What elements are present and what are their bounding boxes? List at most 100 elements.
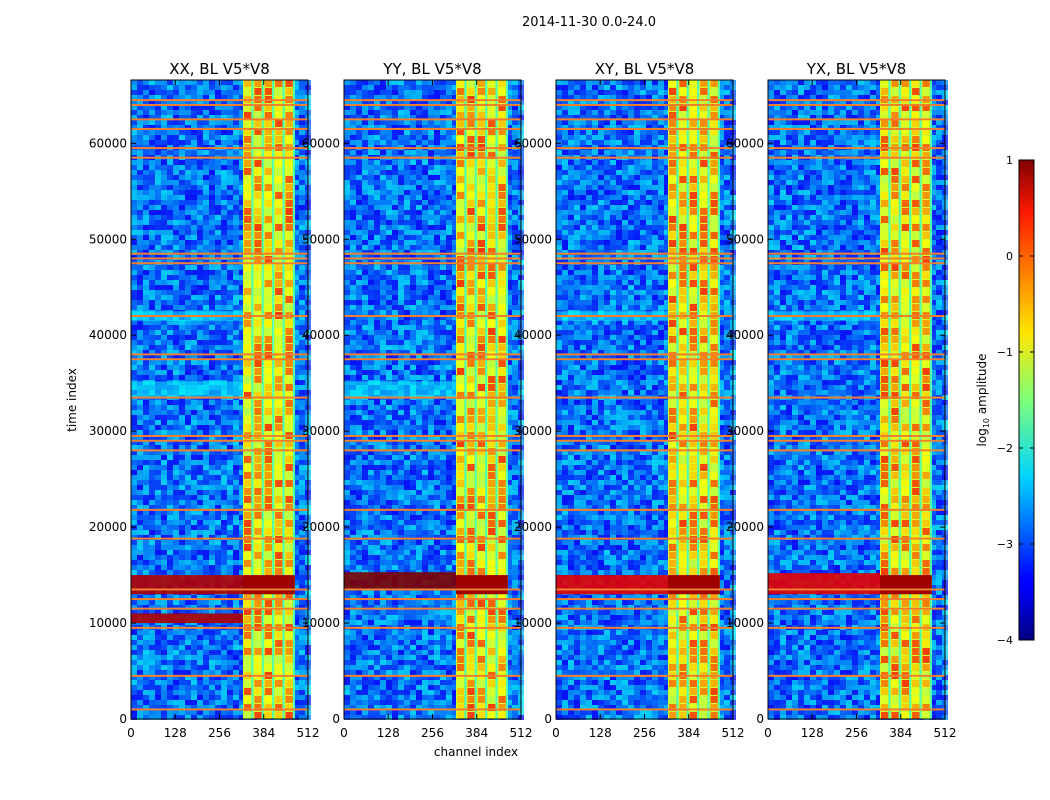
y-tick-label: 30000 [514,424,552,438]
flag-line [768,396,945,399]
colorbar-tick-label: −2 [997,442,1013,455]
x-tick-label: 0 [340,726,348,740]
flag-line [131,99,308,102]
flag-line [556,156,733,159]
flag-line [131,434,308,437]
x-ticks: 0 128 256 384 512 [127,80,319,740]
flag-line [131,252,308,255]
flag-line [344,434,521,437]
flag-line [344,537,521,540]
x-tick-label: 256 [208,726,231,740]
y-tick-label: 10000 [726,616,764,630]
y-tick-label: 40000 [302,328,340,342]
flag-line [344,358,521,361]
flag-line [556,127,733,130]
high-channel-band [456,80,508,719]
y-tick-label: 30000 [726,424,764,438]
x-tick-label: 384 [889,726,912,740]
flag-line [556,598,733,601]
y-tick-label: 60000 [726,136,764,150]
panel-yy: YY, BL V5*V8 0 128 256 384 512 0 10000 20000 3000… [302,60,533,740]
flag-line [131,353,308,356]
flag-line [768,588,945,591]
figure-suptitle: 2014-11-30 0.0-24.0 [522,15,656,30]
flag-line [768,537,945,540]
panel-yx: YX, BL V5*V8 0 128 256 384 512 0 10000 20000 3000… [726,60,957,740]
flag-line [344,257,521,260]
flag-line [344,598,521,601]
panel-title: YY, BL V5*V8 [382,60,481,78]
flag-line [131,626,308,629]
band-patches [669,80,720,719]
flag-line [556,315,733,318]
flag-line [556,449,733,452]
y-tick-label: 50000 [726,232,764,246]
x-ticks: 0 128 256 384 512 [552,80,744,740]
flag-line [344,508,521,511]
flag-line [768,257,945,260]
flag-line [556,257,733,260]
y-tick-label: 20000 [89,520,127,534]
x-tick-label: 384 [252,726,275,740]
x-tick-label: 128 [164,726,187,740]
flag-line [131,449,308,452]
flag-line [556,353,733,356]
y-tick-label: 20000 [514,520,552,534]
x-tick-label: 0 [552,726,560,740]
colorbar-tick-label: 0 [1006,250,1013,263]
rfi-band-strong [243,575,295,595]
flag-line [131,607,308,610]
flag-line [344,147,521,150]
flag-line [768,252,945,255]
flag-line [131,257,308,260]
y-tick-label: 0 [544,712,552,726]
flag-line [344,607,521,610]
y-tick-label: 0 [119,712,127,726]
flag-line [344,156,521,159]
flag-line [556,439,733,442]
flag-line [768,99,945,102]
flag-line [556,396,733,399]
flag-line [768,607,945,610]
flag-line [556,626,733,629]
flag-line [344,439,521,442]
flag-line [344,103,521,106]
colorbar-tick-label: −4 [997,634,1013,647]
colorbar-ticks: 1 0 −1 −2 −3 −4 [997,154,1034,647]
flag-line [556,508,733,511]
rfi-band [131,613,244,624]
panel-title: XX, BL V5*V8 [169,60,270,78]
flag-line [768,315,945,318]
flag-line [768,508,945,511]
flag-line [131,537,308,540]
flag-line [556,99,733,102]
high-channel-band [668,80,720,719]
flag-line [768,262,945,265]
flag-line [768,118,945,121]
flag-line [131,674,308,677]
y-tick-label: 20000 [726,520,764,534]
panel-title: YX, BL V5*V8 [806,60,907,78]
x-tick-label: 0 [764,726,772,740]
flag-line [768,449,945,452]
flag-line [344,626,521,629]
flag-line [344,708,521,711]
x-tick-label: 128 [377,726,400,740]
y-tick-label: 50000 [514,232,552,246]
panel-xx: XX, BL V5*V8 0 128 256 384 512 0 10000 20000 3000… [89,60,320,740]
y-ticks: 0 10000 20000 30000 40000 50000 60000 [726,136,945,726]
flag-line [556,607,733,610]
flag-line [344,315,521,318]
flag-line [556,103,733,106]
flag-line [768,439,945,442]
flag-line [344,127,521,130]
colorbar-label: log10 amplitude [975,354,991,447]
y-tick-label: 40000 [89,328,127,342]
flag-line [556,358,733,361]
panels: XX, BL V5*V8 0 128 256 384 512 0 10000 20000 3000… [89,60,957,740]
high-channel-band [243,80,295,719]
flag-line [344,449,521,452]
x-tick-label: 0 [127,726,135,740]
x-tick-label: 256 [845,726,868,740]
x-tick-label: 512 [510,726,533,740]
